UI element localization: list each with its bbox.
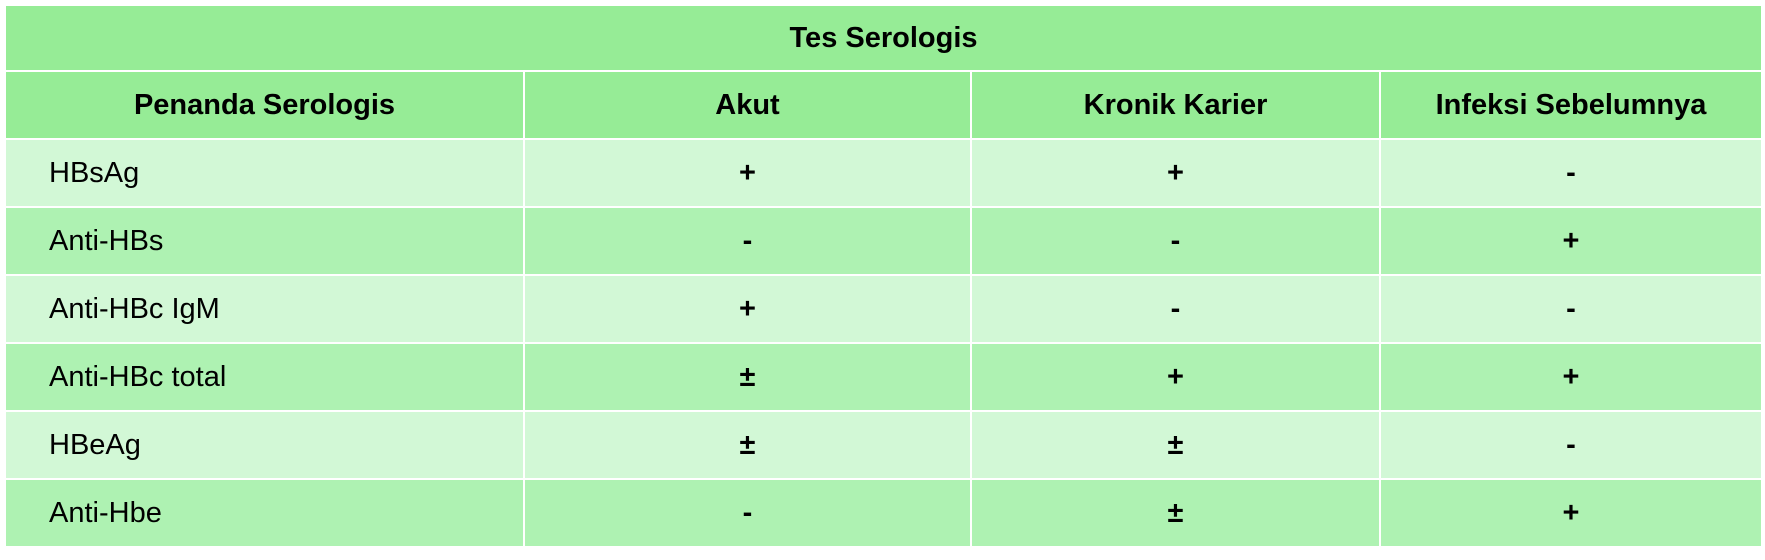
table-row: Anti-HBc IgM + - - <box>4 274 1764 344</box>
marker-cell: HBeAg <box>4 410 525 480</box>
column-header-akut: Akut <box>523 70 972 140</box>
table-row: Anti-Hbe - ± + <box>4 478 1764 548</box>
akut-cell: + <box>523 138 972 208</box>
sebelumnya-cell: - <box>1378 138 1764 208</box>
sebelumnya-cell: + <box>1378 342 1764 412</box>
sebelumnya-cell: + <box>1378 478 1764 548</box>
kronik-cell: ± <box>970 478 1381 548</box>
table-title-row: Tes Serologis <box>3 4 1764 72</box>
sebelumnya-cell: + <box>1378 206 1764 276</box>
column-header-marker: Penanda Serologis <box>4 70 525 140</box>
marker-cell: Anti-HBc IgM <box>4 274 525 344</box>
akut-cell: + <box>523 274 972 344</box>
serology-table-container: Tes Serologis Penanda Serologis Akut Kro… <box>3 4 1764 548</box>
column-header-kronik: Kronik Karier <box>970 70 1381 140</box>
akut-cell: ± <box>523 410 972 480</box>
kronik-cell: - <box>970 274 1381 344</box>
marker-cell: Anti-HBc total <box>4 342 525 412</box>
akut-cell: - <box>523 478 972 548</box>
sebelumnya-cell: - <box>1378 410 1764 480</box>
table-row: HBsAg + + - <box>4 138 1764 208</box>
kronik-cell: - <box>970 206 1381 276</box>
akut-cell: - <box>523 206 972 276</box>
kronik-cell: + <box>970 342 1381 412</box>
akut-cell: ± <box>523 342 972 412</box>
table-row: Anti-HBc total ± + + <box>4 342 1764 412</box>
column-header-row: Penanda Serologis Akut Kronik Karier Inf… <box>4 70 1764 140</box>
serology-table: Tes Serologis Penanda Serologis Akut Kro… <box>3 4 1764 548</box>
marker-cell: HBsAg <box>4 138 525 208</box>
marker-cell: Anti-Hbe <box>4 478 525 548</box>
table-title: Tes Serologis <box>3 4 1764 72</box>
kronik-cell: + <box>970 138 1381 208</box>
table-row: HBeAg ± ± - <box>4 410 1764 480</box>
table-row: Anti-HBs - - + <box>4 206 1764 276</box>
marker-cell: Anti-HBs <box>4 206 525 276</box>
column-header-sebelumnya: Infeksi Sebelumnya <box>1378 70 1764 140</box>
sebelumnya-cell: - <box>1378 274 1764 344</box>
kronik-cell: ± <box>970 410 1381 480</box>
